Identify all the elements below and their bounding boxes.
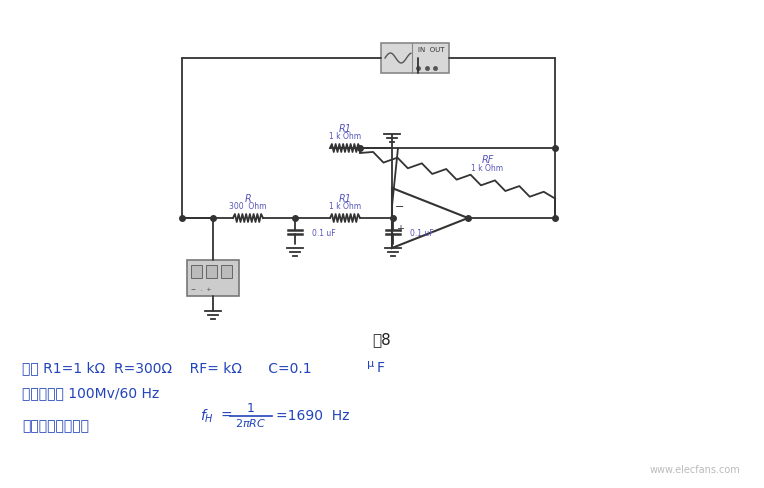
Text: 1 k Ohm: 1 k Ohm — [329, 202, 361, 211]
Text: 图8: 图8 — [373, 332, 391, 347]
Text: 其上限截止频率为: 其上限截止频率为 — [22, 419, 89, 433]
Text: 1 k Ohm: 1 k Ohm — [329, 132, 361, 141]
Text: −  .  +: − . + — [191, 287, 212, 292]
Text: −: − — [395, 202, 405, 212]
Text: $f_H$: $f_H$ — [200, 407, 214, 425]
Text: IN  OUT: IN OUT — [419, 47, 445, 53]
Bar — [221, 265, 232, 278]
Text: www.elecfans.com: www.elecfans.com — [649, 465, 740, 475]
Text: 电源电压为 100Mv/60 Hz: 电源电压为 100Mv/60 Hz — [22, 386, 159, 400]
FancyBboxPatch shape — [381, 43, 449, 73]
Text: R1: R1 — [338, 194, 351, 204]
Text: 1 k Ohm: 1 k Ohm — [471, 164, 503, 173]
Text: 1: 1 — [247, 402, 255, 414]
FancyBboxPatch shape — [187, 260, 239, 296]
Text: RF: RF — [481, 155, 494, 165]
Text: 0.1 uF: 0.1 uF — [410, 229, 434, 238]
Bar — [206, 265, 217, 278]
Text: μ: μ — [367, 359, 374, 369]
Text: =: = — [220, 409, 231, 423]
Text: 其中 R1=1 kΩ  R=300Ω    RF= kΩ      C=0.1: 其中 R1=1 kΩ R=300Ω RF= kΩ C=0.1 — [22, 361, 316, 375]
Text: F: F — [377, 361, 385, 375]
Text: 0.1 uF: 0.1 uF — [312, 229, 335, 238]
Text: +: + — [396, 224, 404, 234]
Text: R: R — [244, 194, 251, 204]
Text: =1690  Hz: =1690 Hz — [276, 409, 349, 423]
Text: R1: R1 — [338, 124, 351, 134]
Text: $2\pi RC$: $2\pi RC$ — [235, 417, 267, 429]
Bar — [191, 265, 202, 278]
Text: 300  Ohm: 300 Ohm — [229, 202, 267, 211]
